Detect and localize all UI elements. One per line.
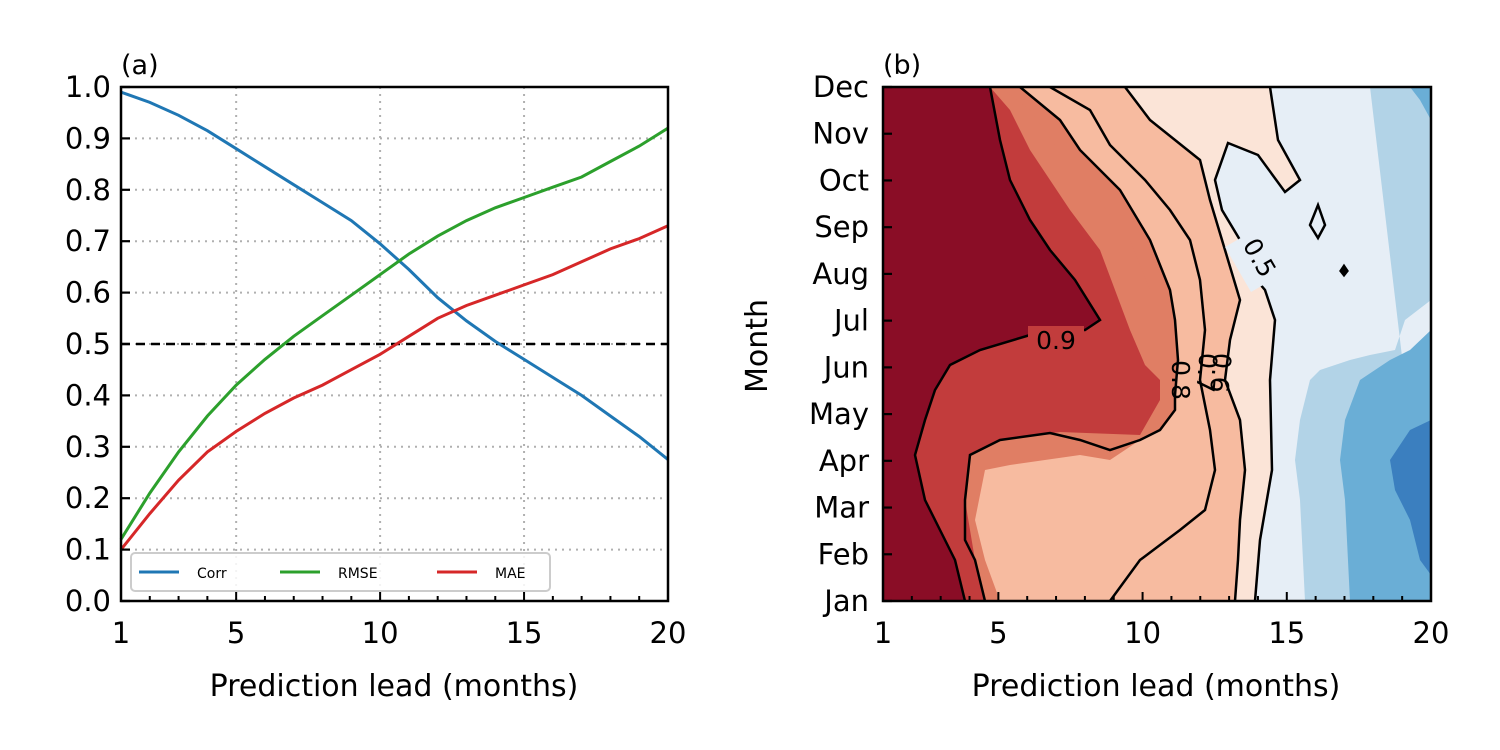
x-tick-label: 20 xyxy=(650,616,687,650)
x-tick-label: 20 xyxy=(1413,616,1450,650)
x-tick-label: 10 xyxy=(1124,616,1161,650)
contour-line-0.5-island-1 xyxy=(1308,201,1327,241)
month-tick-label: May xyxy=(809,397,869,431)
panel-b-label: (b) xyxy=(883,50,921,81)
month-tick-label: Jun xyxy=(822,350,869,384)
panel-b-xlabel: Prediction lead (months) xyxy=(972,669,1341,704)
contour-fill-0.2-0.3 xyxy=(1340,330,1431,601)
x-tick-label: 15 xyxy=(506,616,543,650)
month-tick-label: Jan xyxy=(822,584,869,618)
contour-line-0.7 xyxy=(1049,87,1217,601)
panel-a-line-chart: (a) 0.00.10.20.30.40.50.60.70.80.91.01 5 1… xyxy=(65,50,687,704)
contour-label-0.6: 0.6 xyxy=(1204,352,1236,394)
month-tick-label: Apr xyxy=(819,444,869,478)
contour-line-0.5-island-2 xyxy=(1339,263,1349,278)
x-tick-label: 15 xyxy=(1268,616,1305,650)
y-tick-label: 0.7 xyxy=(65,224,111,258)
y-tick-label: 0.8 xyxy=(65,173,111,207)
legend-label-mae: MAE xyxy=(495,566,526,582)
contour-fill-0.3-0.4-top xyxy=(1400,87,1431,180)
y-tick-label: 0.4 xyxy=(65,378,111,412)
x-tick-label: 1 xyxy=(874,616,892,650)
panel-b-frame xyxy=(881,85,1433,603)
month-tick-label: Jul xyxy=(832,304,869,338)
contour-fill-0.9-1.0 xyxy=(883,87,1100,601)
month-tick-label: Dec xyxy=(813,70,869,104)
y-tick-label: 0.1 xyxy=(65,533,111,567)
series-line-mae xyxy=(119,224,669,551)
x-tick-label: 1 xyxy=(112,616,130,650)
contour-label-gap-0.5 xyxy=(1225,231,1277,293)
contour-line-0.8 xyxy=(963,87,1180,601)
contour-label-0.8: 0.8 xyxy=(1166,360,1195,400)
y-tick-label: 0.3 xyxy=(65,430,111,464)
x-tick-label: 10 xyxy=(362,616,399,650)
contour-line-0.6 xyxy=(1124,87,1247,601)
contour-fill-0.2-0.3-top xyxy=(1410,87,1431,120)
series-line-rmse xyxy=(119,126,669,541)
y-tick-label: 0.9 xyxy=(65,121,111,155)
contour-label-gap-0.9 xyxy=(1028,326,1084,352)
legend-box xyxy=(130,552,551,592)
contour-line-0.5 xyxy=(1213,87,1302,601)
legend-label-rmse: RMSE xyxy=(338,566,378,582)
panel-b-contour-map: (b) 0.9 xyxy=(740,50,1449,704)
panel-a-xlabel: Prediction lead (months) xyxy=(210,669,579,704)
month-tick-label: Aug xyxy=(812,257,869,291)
panel-a-legend: Corr RMSE MAE xyxy=(130,552,551,592)
contour-label-0.7: 0.7 xyxy=(1190,352,1222,394)
y-tick-label: 0.2 xyxy=(65,481,111,515)
y-tick-label: 0.5 xyxy=(65,327,111,361)
x-tick-label: 5 xyxy=(227,616,245,650)
month-tick-label: Oct xyxy=(819,163,869,197)
contour-label-0.9: 0.9 xyxy=(1036,326,1076,355)
series-line-corr xyxy=(120,90,669,461)
month-tick-label: Nov xyxy=(812,117,869,151)
panel-a-ticks: 0.00.10.20.30.40.50.60.70.80.91.01 5 10 15 2… xyxy=(65,70,687,650)
y-tick-label: 1.0 xyxy=(65,70,111,104)
legend-label-corr: Corr xyxy=(197,566,227,582)
panel-b-ylabel: Month xyxy=(740,299,775,393)
month-tick-label: Feb xyxy=(818,537,869,571)
x-tick-label: 5 xyxy=(989,616,1007,650)
panel-a-series xyxy=(119,90,669,551)
panel-b-filled-contours: 0.9 0.8 0.7 0.6 0.5 xyxy=(883,87,1431,601)
month-tick-label: Sep xyxy=(814,210,869,244)
y-tick-label: 0.6 xyxy=(65,276,111,310)
contour-fill-0.1-0.2 xyxy=(1390,420,1431,575)
month-tick-label: Mar xyxy=(814,491,869,525)
y-tick-label: 0.0 xyxy=(65,584,111,618)
panel-a-label: (a) xyxy=(121,50,159,81)
